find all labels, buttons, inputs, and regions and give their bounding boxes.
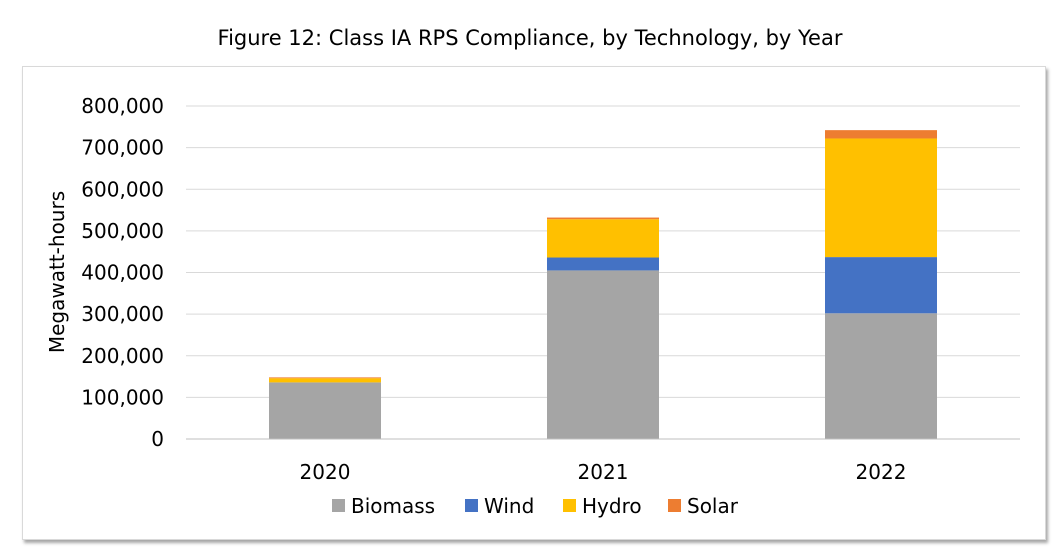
bar-solar-2020	[269, 377, 381, 379]
legend-swatch-hydro	[563, 499, 576, 512]
y-tick-label: 200,000	[81, 344, 164, 368]
y-tick-label: 0	[151, 427, 164, 451]
legend-label-hydro: Hydro	[582, 494, 642, 518]
x-tick-label: 2022	[856, 460, 907, 484]
y-tick-label: 500,000	[81, 219, 164, 243]
x-tick-label: 2021	[578, 460, 629, 484]
x-tick-label: 2020	[300, 460, 351, 484]
bar-biomass-2022	[825, 313, 937, 439]
y-tick-label: 600,000	[81, 177, 164, 201]
legend-swatch-solar	[668, 499, 681, 512]
y-axis-label: Megawatt-hours	[45, 191, 69, 353]
bar-solar-2021	[547, 217, 659, 220]
bar-hydro-2022	[825, 138, 937, 258]
bar-solar-2022	[825, 130, 937, 139]
bar-biomass-2021	[547, 270, 659, 439]
bar-wind-2021	[547, 257, 659, 271]
legend-label-solar: Solar	[687, 494, 739, 518]
y-tick-label: 100,000	[81, 385, 164, 409]
chart-title: Figure 12: Class IA RPS Compliance, by T…	[217, 26, 843, 50]
legend-label-biomass: Biomass	[351, 494, 435, 518]
legend: Biomass Wind Hydro Solar	[332, 494, 739, 518]
bar-hydro-2020	[269, 378, 381, 383]
legend-label-wind: Wind	[484, 494, 534, 518]
y-tick-label: 300,000	[81, 302, 164, 326]
bar-wind-2022	[825, 257, 937, 314]
bar-hydro-2021	[547, 219, 659, 258]
bar-biomass-2020	[269, 382, 381, 439]
y-tick-label: 700,000	[81, 136, 164, 160]
legend-swatch-wind	[465, 499, 478, 512]
bars	[269, 130, 937, 439]
y-tick-label: 800,000	[81, 94, 164, 118]
legend-swatch-biomass	[332, 499, 345, 512]
y-tick-label: 400,000	[81, 261, 164, 285]
axes: 0 100,000 200,000 300,000 400,000 500,000 600,…	[81, 94, 1020, 484]
